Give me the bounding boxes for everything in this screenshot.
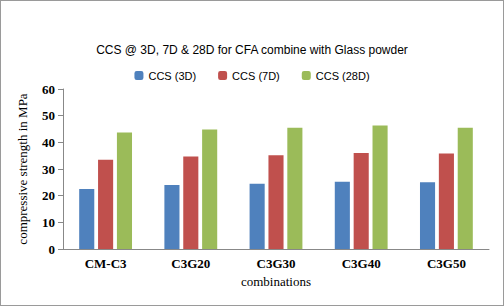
svg-text:C3G50: C3G50	[427, 256, 466, 271]
svg-text:CCS (7D): CCS (7D)	[232, 70, 280, 82]
svg-text:CM-C3: CM-C3	[85, 256, 127, 271]
svg-text:CCS @ 3D, 7D & 28D for CFA com: CCS @ 3D, 7D & 28D for CFA combine with …	[96, 43, 408, 57]
svg-text:20: 20	[42, 188, 55, 203]
svg-text:C3G30: C3G30	[257, 256, 296, 271]
svg-text:60: 60	[42, 82, 55, 97]
svg-text:CCS (28D): CCS (28D)	[316, 70, 370, 82]
svg-text:C3G40: C3G40	[342, 256, 381, 271]
svg-text:C3G20: C3G20	[171, 256, 210, 271]
svg-text:30: 30	[42, 162, 55, 177]
svg-text:compressive strength in MPa: compressive strength in MPa	[15, 93, 30, 245]
svg-text:40: 40	[42, 135, 55, 150]
svg-text:0: 0	[49, 242, 56, 257]
svg-text:CCS (3D): CCS (3D)	[148, 70, 196, 82]
svg-text:combinations: combinations	[241, 274, 311, 289]
svg-text:10: 10	[42, 215, 55, 230]
svg-text:50: 50	[42, 108, 55, 123]
